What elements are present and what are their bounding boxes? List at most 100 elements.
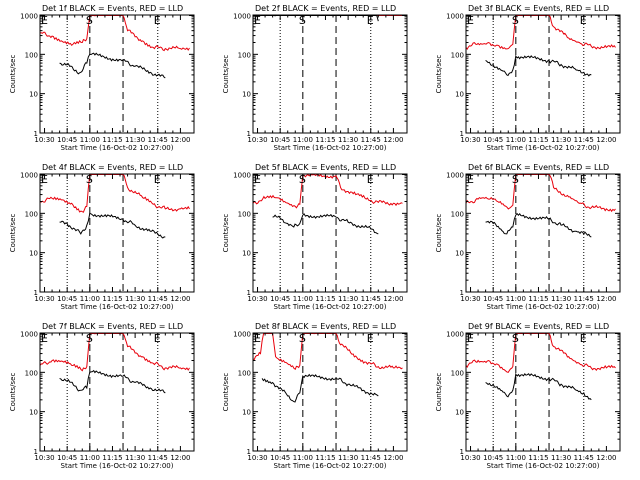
y-axis-label: Counts/sec [435,214,443,253]
end-marker-label: E [580,332,587,345]
x-axis-label: Start Time (16-Oct-02 10:27:00) [61,144,174,152]
x-tick-label: 11:30 [551,136,571,144]
x-tick-label: 11:15 [528,454,548,462]
end-marker-label: E [580,173,587,186]
events-series-line [261,373,379,403]
panel-title: Det 8f BLACK = Events, RED = LLD [255,322,396,331]
x-axis-label: Start Time (16-Oct-02 10:27:00) [61,462,174,470]
events-series-line [59,369,166,394]
events-series-line [59,212,166,239]
plot-frame [39,14,195,134]
start-marker-label: S [86,173,93,186]
end-marker-label: E [254,173,261,186]
y-tick-label: 10 [455,409,464,417]
plot-frame [465,173,621,293]
panel-title: Det 2f BLACK = Events, RED = LLD [255,4,396,13]
y-axis-label: Counts/sec [9,55,17,94]
x-tick-label: 11:30 [338,136,358,144]
x-tick-label: 11:00 [80,295,100,303]
panel-title: Det 3f BLACK = Events, RED = LLD [468,4,609,13]
events-series-line [272,213,379,235]
x-axis-label: Start Time (16-Oct-02 10:27:00) [487,144,600,152]
start-marker-label: S [512,173,519,186]
y-axis-label: Counts/sec [9,214,17,253]
events-series-line [485,54,592,77]
y-tick-label: 1000 [233,331,251,339]
x-tick-label: 12:00 [170,295,190,303]
end-marker-label: E [254,14,261,27]
y-tick-label: 1000 [446,331,464,339]
x-tick-label: 11:30 [125,295,145,303]
x-tick-label: 12:00 [383,454,403,462]
x-tick-label: 11:15 [315,454,335,462]
end-marker-label: E [367,173,374,186]
y-tick-label: 100 [451,210,464,218]
y-tick-label: 10 [242,250,251,258]
x-tick-label: 10:30 [34,295,54,303]
x-tick-label: 11:15 [528,295,548,303]
events-series-line [253,15,379,22]
x-tick-label: 11:15 [102,136,122,144]
x-tick-label: 12:00 [596,136,616,144]
y-axis-label: Counts/sec [435,373,443,412]
y-tick-label: 100 [25,51,38,59]
end-marker-label: E [41,332,48,345]
end-marker-label: E [367,14,374,27]
x-tick-label: 10:45 [57,454,77,462]
x-tick-label: 12:00 [170,454,190,462]
x-tick-label: 11:45 [574,295,594,303]
x-tick-label: 11:00 [80,136,100,144]
y-axis-label: Counts/sec [9,373,17,412]
x-tick-label: 11:45 [574,454,594,462]
y-tick-label: 1 [460,289,464,297]
y-tick-label: 10 [29,409,38,417]
events-series-line [485,212,592,238]
x-tick-label: 11:15 [102,295,122,303]
y-tick-label: 1 [460,448,464,456]
x-tick-label: 11:45 [361,454,381,462]
x-tick-label: 11:15 [102,454,122,462]
x-tick-label: 11:30 [551,295,571,303]
plot-frame [252,332,408,452]
panel-title: Det 7f BLACK = Events, RED = LLD [42,322,183,331]
x-tick-label: 11:00 [293,454,313,462]
y-axis-label: Counts/sec [222,55,230,94]
plot-frame [465,14,621,134]
y-tick-label: 1000 [233,172,251,180]
end-marker-label: E [467,14,474,27]
y-tick-label: 1000 [20,172,38,180]
y-tick-label: 100 [25,210,38,218]
start-marker-label: S [512,332,519,345]
x-axis-label: Start Time (16-Oct-02 10:27:00) [274,303,387,311]
panel-title: Det 9f BLACK = Events, RED = LLD [468,322,609,331]
x-axis-label: Start Time (16-Oct-02 10:27:00) [487,462,600,470]
x-tick-label: 11:00 [506,136,526,144]
x-axis-label: Start Time (16-Oct-02 10:27:00) [61,303,174,311]
x-tick-label: 10:30 [460,136,480,144]
x-tick-label: 11:45 [148,295,168,303]
y-axis-label: Counts/sec [222,373,230,412]
lld-series-line [252,333,403,370]
start-marker-label: S [86,332,93,345]
end-marker-label: E [154,14,161,27]
lld-series-line [465,174,616,213]
panel-title: Det 5f BLACK = Events, RED = LLD [255,163,396,172]
y-tick-label: 100 [238,51,251,59]
x-tick-label: 10:30 [34,136,54,144]
y-tick-label: 10 [242,409,251,417]
lld-series-line [465,333,616,373]
x-tick-label: 10:45 [483,295,503,303]
y-tick-label: 1 [460,130,464,138]
plot-frame [252,173,408,293]
panel-title: Det 6f BLACK = Events, RED = LLD [468,163,609,172]
lld-series-line [39,15,190,52]
x-tick-label: 10:45 [270,295,290,303]
x-tick-label: 11:15 [315,136,335,144]
x-tick-label: 10:30 [34,454,54,462]
